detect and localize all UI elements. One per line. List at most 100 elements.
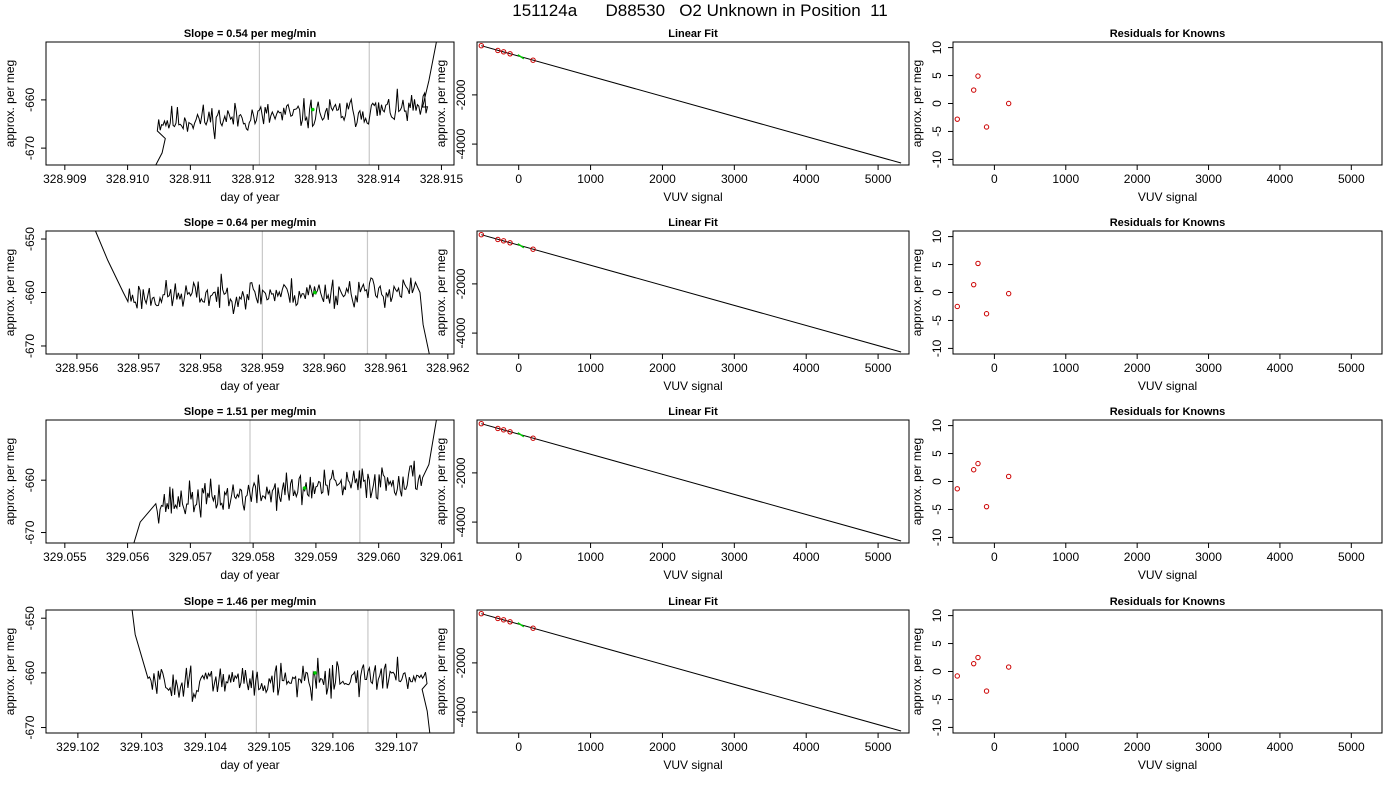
y-tick-label: -5	[930, 694, 944, 705]
x-tick-label: 329.058	[231, 550, 275, 564]
plot-area	[478, 610, 902, 732]
y-tick-label: -10	[930, 718, 944, 736]
plot-frame	[952, 609, 1383, 734]
known-point	[495, 615, 501, 622]
x-tick-label: 329.103	[120, 740, 164, 754]
residual-point	[954, 486, 960, 492]
unknown-point	[517, 622, 525, 628]
plot-title: Slope = 1.46 per meg/min	[184, 596, 317, 608]
x-tick-label: 1000	[577, 172, 604, 186]
plot-frame	[476, 609, 910, 734]
x-tick-label: 1000	[1052, 740, 1079, 754]
y-axis-label: approx. per meg	[3, 438, 17, 525]
x-tick-label: 4000	[793, 361, 820, 375]
x-tick-label: 0	[991, 361, 998, 375]
x-tick-label: 4000	[1267, 550, 1294, 564]
known-point	[530, 246, 536, 252]
plot-title: Residuals for Knowns	[1110, 217, 1226, 229]
x-tick-label: 3000	[1195, 361, 1222, 375]
plot-title: Slope = 0.64 per meg/min	[184, 217, 317, 229]
x-axis-label: VUV signal	[1138, 568, 1197, 582]
y-axis-label: approx. per meg	[910, 60, 924, 147]
x-tick-label: 329.105	[247, 740, 291, 754]
x-tick-label: 329.060	[357, 550, 401, 564]
y-tick-label: -650	[23, 606, 37, 630]
x-tick-label: 328.909	[43, 172, 87, 186]
x-tick-label: 329.056	[106, 550, 150, 564]
known-point	[478, 610, 485, 617]
plot-area	[131, 610, 431, 733]
y-tick-label: 10	[930, 41, 944, 55]
y-tick-label: -10	[930, 339, 944, 357]
x-tick-label: 2000	[1124, 361, 1151, 375]
plot-title: Linear Fit	[668, 596, 718, 608]
residual-point	[1005, 473, 1012, 480]
x-tick-label: 4000	[1267, 172, 1294, 186]
x-tick-label: 329.061	[420, 550, 464, 564]
x-tick-label: 5000	[865, 740, 892, 754]
x-tick-label: 3000	[721, 550, 748, 564]
plot-area	[954, 260, 1012, 317]
y-axis-label: approx. per meg	[910, 249, 924, 336]
residual-point	[954, 303, 960, 310]
residual-point	[975, 654, 981, 661]
x-tick-label: 0	[991, 550, 998, 564]
known-point	[478, 42, 485, 49]
x-tick-label: 328.910	[106, 172, 150, 186]
y-tick-label: 0	[930, 668, 944, 675]
x-tick-label: 1000	[1052, 361, 1079, 375]
y-tick-label: -10	[930, 150, 944, 168]
panel-linfit-4: Linear Fit VUV signal approx. per meg 0 1000…	[434, 596, 910, 772]
known-point	[500, 49, 507, 55]
x-tick-label: 1000	[577, 550, 604, 564]
known-point	[495, 425, 501, 432]
y-tick-label: -4000	[454, 696, 468, 727]
known-point	[478, 420, 485, 427]
x-tick-label: 1000	[577, 361, 604, 375]
x-tick-label: 4000	[793, 172, 820, 186]
x-tick-label: 328.961	[364, 361, 408, 375]
x-tick-label: 2000	[649, 550, 676, 564]
unknown-marker-point	[310, 107, 315, 112]
known-point	[507, 51, 513, 57]
y-tick-label: 5	[930, 450, 944, 457]
plot-frame	[45, 230, 455, 355]
plot-frame	[45, 419, 455, 544]
plot-frame	[476, 419, 910, 544]
y-tick-label: -10	[930, 528, 944, 546]
x-tick-label: 0	[515, 172, 522, 186]
unknown-point	[517, 243, 525, 249]
plot-title: Residuals for Knowns	[1110, 28, 1226, 40]
residual-point	[975, 460, 981, 467]
y-tick-label: -2000	[454, 268, 468, 299]
unknown-marker-point	[313, 671, 317, 675]
y-tick-label: -670	[23, 715, 37, 739]
x-tick-label: 0	[991, 172, 998, 186]
y-tick-label: -670	[23, 136, 37, 160]
known-point	[495, 47, 501, 54]
x-tick-label: 328.958	[179, 361, 223, 375]
y-tick-label: -670	[23, 520, 37, 544]
plot-area	[478, 42, 902, 164]
y-axis-label: approx. per meg	[3, 249, 17, 336]
y-axis-label: approx. per meg	[3, 60, 17, 147]
x-tick-label: 3000	[1195, 172, 1222, 186]
main-title: 151124a D88530 O2 Unknown in Position 11	[512, 1, 888, 20]
x-tick-label: 329.104	[184, 740, 228, 754]
fit-line	[481, 423, 902, 542]
y-tick-label: -5	[930, 504, 944, 515]
y-tick-label: 10	[930, 419, 944, 433]
x-axis-label: day of year	[220, 190, 279, 204]
y-axis-label: approx. per meg	[910, 628, 924, 715]
plot-title: Linear Fit	[668, 406, 718, 418]
panel-resid-3: Residuals for Knowns VUV signal approx. pe…	[910, 406, 1383, 582]
plot-title: Slope = 1.51 per meg/min	[184, 406, 317, 418]
known-point	[495, 236, 501, 243]
y-tick-label: -4000	[454, 506, 468, 537]
y-tick-label: -2000	[454, 79, 468, 110]
unknown-point	[517, 432, 525, 438]
plot-title: Linear Fit	[668, 217, 718, 229]
known-point	[500, 427, 507, 433]
residual-point	[1005, 100, 1012, 107]
